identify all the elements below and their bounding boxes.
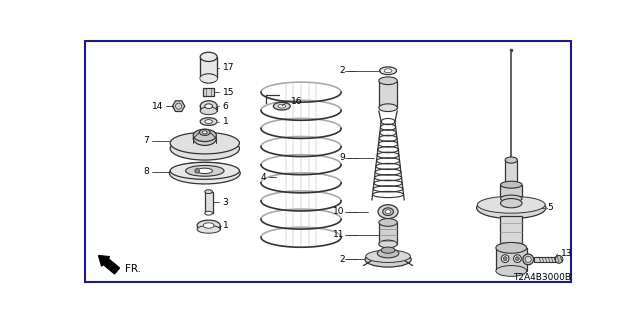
Text: 4: 4 <box>260 172 266 181</box>
Ellipse shape <box>200 74 217 83</box>
Text: 1: 1 <box>223 221 228 230</box>
Ellipse shape <box>202 131 207 134</box>
Ellipse shape <box>496 243 527 253</box>
Text: 2: 2 <box>339 66 345 75</box>
Ellipse shape <box>379 219 397 226</box>
Ellipse shape <box>170 132 239 154</box>
Text: 11: 11 <box>333 230 345 239</box>
Text: 14: 14 <box>152 102 163 111</box>
Ellipse shape <box>278 104 285 108</box>
Ellipse shape <box>380 67 397 75</box>
Ellipse shape <box>200 52 217 61</box>
Ellipse shape <box>379 77 397 84</box>
Ellipse shape <box>200 118 217 125</box>
Ellipse shape <box>500 181 522 188</box>
Ellipse shape <box>525 256 531 262</box>
Bar <box>379 81 397 108</box>
Ellipse shape <box>205 211 212 215</box>
Ellipse shape <box>186 165 224 176</box>
Ellipse shape <box>477 196 545 213</box>
Ellipse shape <box>193 129 216 141</box>
Bar <box>200 57 217 78</box>
Ellipse shape <box>500 195 522 202</box>
Text: T2A4B3000B: T2A4B3000B <box>513 273 571 282</box>
Ellipse shape <box>385 210 391 213</box>
Ellipse shape <box>365 250 410 262</box>
Text: 2: 2 <box>339 255 345 264</box>
Bar <box>500 185 522 198</box>
Ellipse shape <box>384 69 392 73</box>
Bar <box>496 248 527 271</box>
Ellipse shape <box>170 162 239 179</box>
Polygon shape <box>172 101 185 111</box>
Ellipse shape <box>170 137 239 160</box>
Ellipse shape <box>500 198 522 208</box>
Ellipse shape <box>379 104 397 112</box>
Text: 6: 6 <box>223 102 228 111</box>
Bar <box>379 222 397 244</box>
Ellipse shape <box>197 226 220 233</box>
Text: 5: 5 <box>547 203 553 212</box>
Ellipse shape <box>503 257 507 260</box>
Ellipse shape <box>170 162 240 184</box>
Ellipse shape <box>205 190 212 194</box>
Ellipse shape <box>205 104 212 108</box>
Ellipse shape <box>477 197 546 219</box>
Ellipse shape <box>383 208 394 215</box>
Text: 16: 16 <box>291 97 303 106</box>
Ellipse shape <box>378 205 398 219</box>
Text: 13: 13 <box>561 250 572 259</box>
Ellipse shape <box>195 169 200 173</box>
Ellipse shape <box>200 75 217 82</box>
Ellipse shape <box>200 129 210 135</box>
Ellipse shape <box>513 255 521 262</box>
Ellipse shape <box>555 256 563 263</box>
Ellipse shape <box>515 257 519 260</box>
Bar <box>205 192 212 213</box>
FancyArrow shape <box>99 256 120 274</box>
Ellipse shape <box>496 266 527 276</box>
Text: 1: 1 <box>223 117 228 126</box>
Ellipse shape <box>273 102 291 110</box>
Ellipse shape <box>505 157 517 163</box>
Ellipse shape <box>205 120 212 124</box>
Text: FR.: FR. <box>125 264 141 274</box>
Text: 10: 10 <box>333 207 345 216</box>
Text: 3: 3 <box>223 198 228 207</box>
Ellipse shape <box>365 252 411 267</box>
Ellipse shape <box>523 254 534 265</box>
Ellipse shape <box>200 101 217 112</box>
Ellipse shape <box>197 168 212 173</box>
Bar <box>505 160 517 185</box>
Ellipse shape <box>197 220 220 231</box>
Text: 17: 17 <box>223 63 234 72</box>
Text: 8: 8 <box>143 167 149 176</box>
Bar <box>500 215 522 248</box>
Ellipse shape <box>381 247 395 253</box>
Ellipse shape <box>193 132 216 145</box>
Text: 7: 7 <box>143 136 149 145</box>
Bar <box>204 88 214 96</box>
Ellipse shape <box>379 240 397 248</box>
Text: 9: 9 <box>339 153 345 162</box>
Ellipse shape <box>204 223 214 228</box>
Ellipse shape <box>501 255 509 262</box>
Text: 15: 15 <box>223 88 234 97</box>
Ellipse shape <box>500 244 522 252</box>
Ellipse shape <box>378 249 399 258</box>
Ellipse shape <box>200 107 217 115</box>
Bar <box>534 257 558 262</box>
